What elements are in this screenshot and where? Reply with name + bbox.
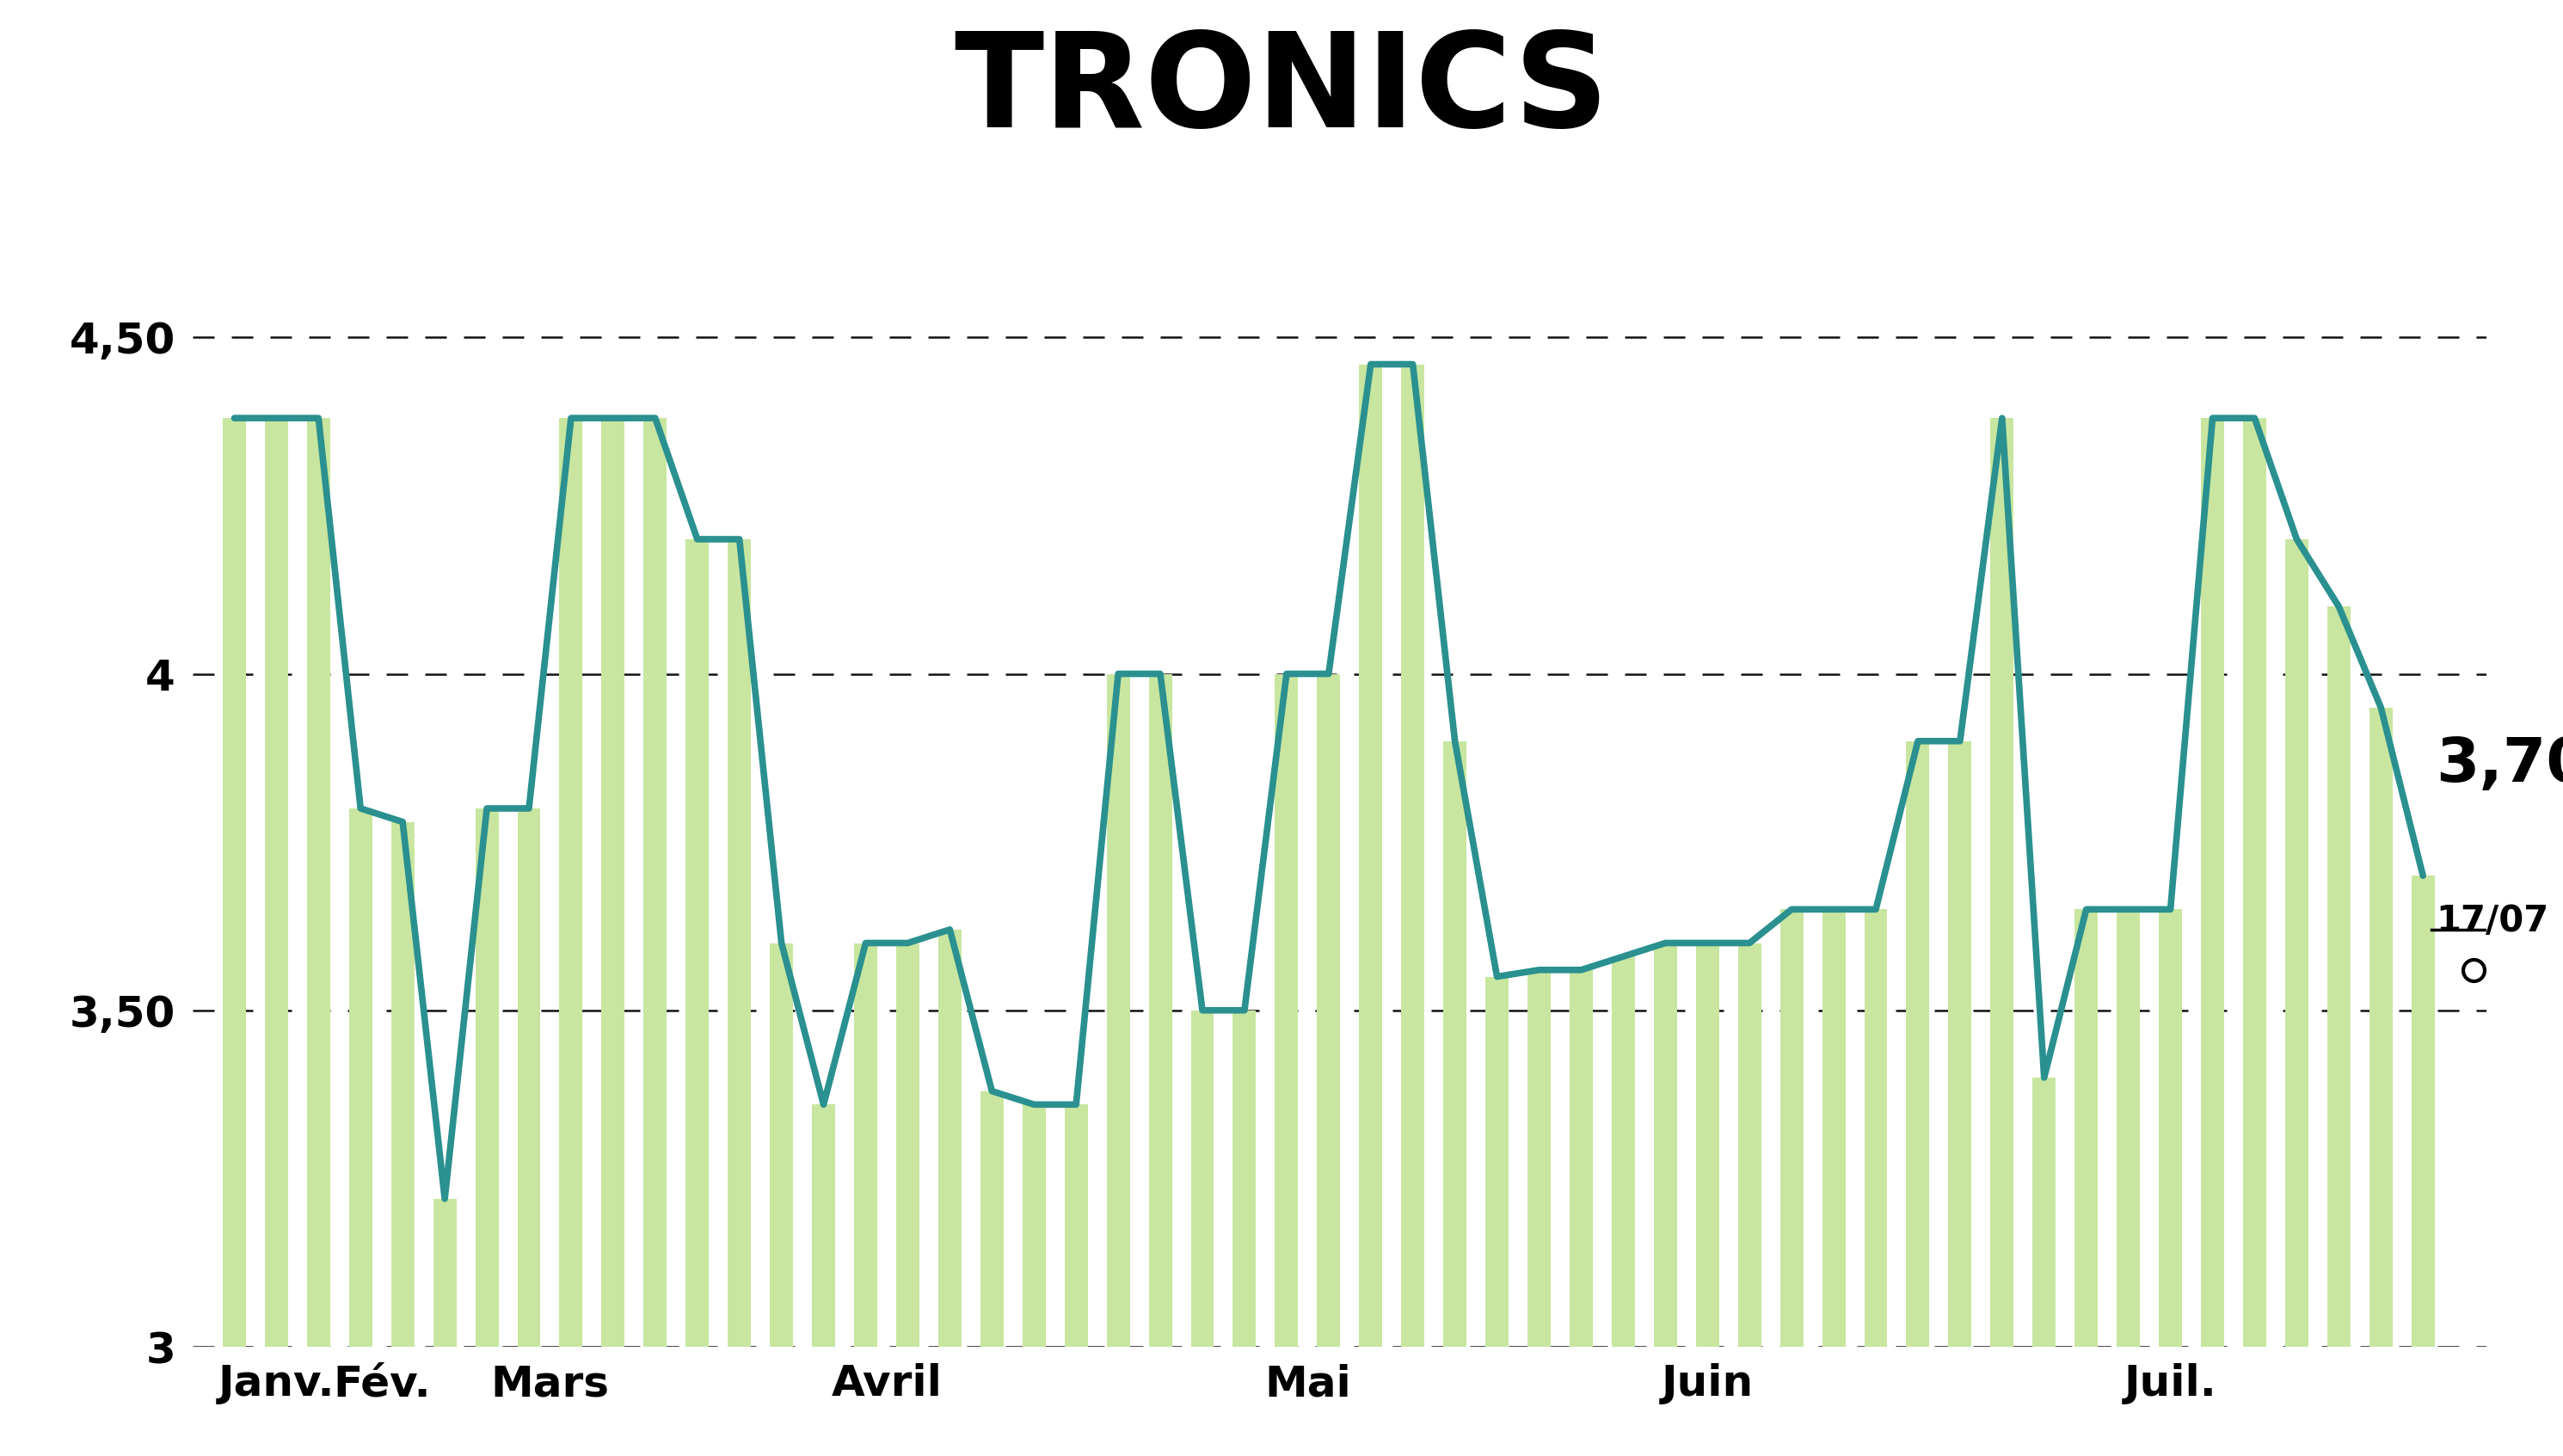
- Bar: [1487, 977, 1510, 1347]
- Bar: [1697, 943, 1720, 1347]
- Text: 17/07: 17/07: [2435, 903, 2548, 939]
- Bar: [1569, 970, 1592, 1347]
- Bar: [1653, 943, 1676, 1347]
- Bar: [349, 808, 372, 1347]
- Bar: [2073, 910, 2099, 1347]
- Bar: [2032, 1077, 2056, 1347]
- Bar: [1192, 1010, 1215, 1347]
- Bar: [1358, 364, 1381, 1347]
- Bar: [2202, 418, 2225, 1347]
- Bar: [1612, 957, 1635, 1347]
- Bar: [812, 1105, 836, 1347]
- Bar: [1148, 674, 1171, 1347]
- Bar: [2158, 910, 2181, 1347]
- Bar: [1233, 1010, 1256, 1347]
- Bar: [1907, 741, 1930, 1347]
- Bar: [474, 808, 497, 1347]
- Bar: [308, 418, 331, 1347]
- Bar: [559, 418, 582, 1347]
- Bar: [1528, 970, 1551, 1347]
- Bar: [853, 943, 877, 1347]
- Bar: [2327, 607, 2350, 1347]
- Bar: [1443, 741, 1466, 1347]
- Bar: [1781, 910, 1804, 1347]
- Bar: [518, 808, 541, 1347]
- Bar: [433, 1198, 456, 1347]
- Bar: [1107, 674, 1130, 1347]
- Bar: [1991, 418, 2015, 1347]
- Text: TRONICS: TRONICS: [953, 26, 1610, 154]
- Bar: [1948, 741, 1971, 1347]
- Bar: [392, 821, 415, 1347]
- Bar: [223, 418, 246, 1347]
- Bar: [1402, 364, 1425, 1347]
- Bar: [1863, 910, 1886, 1347]
- Bar: [602, 418, 625, 1347]
- Text: 3,70: 3,70: [2435, 735, 2563, 795]
- Bar: [1317, 674, 1340, 1347]
- Bar: [728, 539, 751, 1347]
- Bar: [2412, 875, 2435, 1347]
- Bar: [2368, 708, 2391, 1347]
- Bar: [1023, 1105, 1046, 1347]
- Bar: [643, 418, 666, 1347]
- Bar: [2243, 418, 2266, 1347]
- Bar: [1822, 910, 1845, 1347]
- Bar: [897, 943, 920, 1347]
- Bar: [2117, 910, 2140, 1347]
- Bar: [1738, 943, 1761, 1347]
- Bar: [938, 929, 961, 1347]
- Bar: [769, 943, 792, 1347]
- Bar: [982, 1091, 1005, 1347]
- Bar: [687, 539, 710, 1347]
- Bar: [1274, 674, 1297, 1347]
- Bar: [2286, 539, 2309, 1347]
- Bar: [1064, 1105, 1087, 1347]
- Bar: [264, 418, 287, 1347]
